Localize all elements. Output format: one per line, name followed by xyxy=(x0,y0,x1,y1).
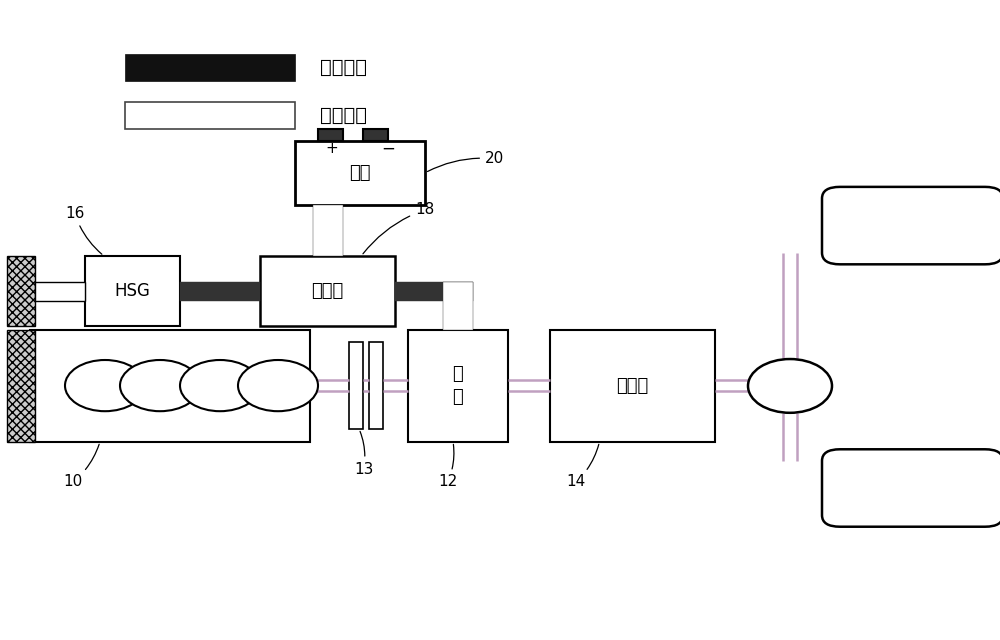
Text: 14: 14 xyxy=(566,444,599,490)
FancyBboxPatch shape xyxy=(7,256,35,326)
Text: 电池: 电池 xyxy=(349,164,371,182)
Bar xyxy=(318,129,343,141)
Text: +: + xyxy=(325,141,338,156)
FancyBboxPatch shape xyxy=(349,342,363,429)
Circle shape xyxy=(180,360,260,412)
FancyBboxPatch shape xyxy=(443,282,473,330)
FancyBboxPatch shape xyxy=(369,342,383,429)
Text: 电
机: 电 机 xyxy=(453,365,463,406)
Text: 变速器: 变速器 xyxy=(616,376,649,395)
Circle shape xyxy=(120,360,200,412)
FancyBboxPatch shape xyxy=(295,141,425,205)
Text: 13: 13 xyxy=(354,431,373,477)
Text: FD: FD xyxy=(780,378,800,394)
FancyBboxPatch shape xyxy=(180,282,260,301)
FancyBboxPatch shape xyxy=(822,187,1000,264)
Text: 逆变器: 逆变器 xyxy=(311,282,344,300)
Text: 电气路径: 电气路径 xyxy=(320,58,367,77)
FancyBboxPatch shape xyxy=(408,330,508,442)
FancyBboxPatch shape xyxy=(260,256,395,326)
Bar xyxy=(363,129,388,141)
Text: 机械路径: 机械路径 xyxy=(320,106,367,125)
FancyBboxPatch shape xyxy=(7,330,35,442)
Text: 16: 16 xyxy=(65,205,102,254)
Text: 18: 18 xyxy=(363,202,434,254)
FancyBboxPatch shape xyxy=(125,54,295,81)
Text: 20: 20 xyxy=(427,151,504,172)
Circle shape xyxy=(748,359,832,413)
Text: −: − xyxy=(382,140,396,157)
Text: HSG: HSG xyxy=(115,282,150,300)
FancyBboxPatch shape xyxy=(395,282,473,301)
FancyBboxPatch shape xyxy=(550,330,715,442)
FancyBboxPatch shape xyxy=(822,449,1000,527)
Text: 10: 10 xyxy=(64,444,99,490)
FancyBboxPatch shape xyxy=(85,256,180,326)
FancyBboxPatch shape xyxy=(35,282,85,301)
FancyBboxPatch shape xyxy=(312,205,342,256)
Circle shape xyxy=(65,360,145,412)
Text: 12: 12 xyxy=(438,444,457,490)
Circle shape xyxy=(238,360,318,412)
FancyBboxPatch shape xyxy=(30,330,310,442)
FancyBboxPatch shape xyxy=(125,102,295,129)
